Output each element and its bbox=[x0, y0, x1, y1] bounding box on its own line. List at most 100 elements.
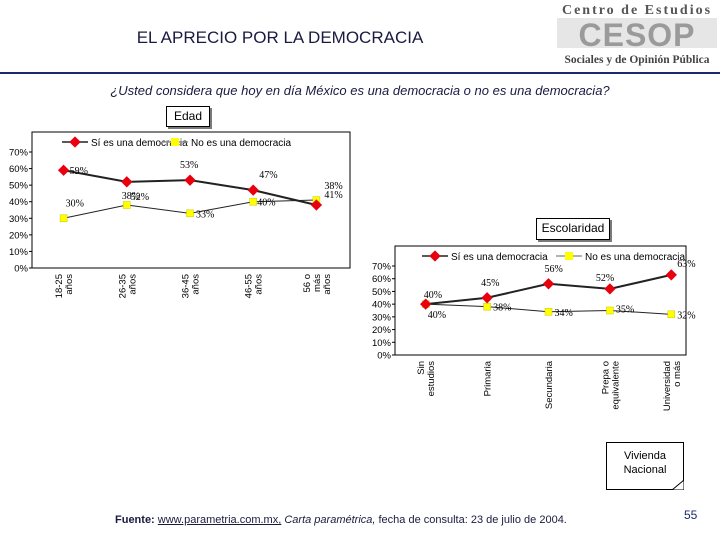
data-label-si: 38% bbox=[324, 181, 342, 192]
data-label-no: 41% bbox=[324, 190, 342, 201]
legend-marker-no bbox=[565, 252, 573, 260]
x-tick-label: 46-55 años bbox=[244, 274, 265, 299]
data-label-si: 53% bbox=[180, 160, 198, 171]
y-tick-label: 70% bbox=[9, 148, 29, 159]
data-label-no: 33% bbox=[196, 209, 214, 220]
vivienda-line2: Nacional bbox=[623, 464, 667, 476]
data-label-no: 34% bbox=[555, 308, 573, 319]
data-label-si: 45% bbox=[481, 278, 499, 289]
x-tick-label-line: equivalente bbox=[610, 361, 621, 410]
survey-question: ¿Usted considera que hoy en día México e… bbox=[110, 83, 610, 98]
logo-mark-bg bbox=[557, 18, 717, 48]
data-label-no: 38% bbox=[493, 303, 511, 314]
x-tick-label: 56 o más años bbox=[302, 274, 333, 295]
y-tick-label: 10% bbox=[372, 338, 392, 349]
x-tick-label-line: estudios bbox=[426, 361, 437, 397]
data-label-no: 30% bbox=[66, 198, 84, 209]
x-tick-label-line: 18-25 bbox=[54, 274, 65, 298]
data-label-si: 40% bbox=[424, 290, 442, 301]
y-tick-label: 50% bbox=[9, 181, 29, 192]
y-tick-label: 20% bbox=[9, 230, 29, 241]
x-tick-label-line: 36-45 bbox=[181, 274, 192, 298]
x-tick-label-line: o más bbox=[672, 361, 683, 387]
legend-label-si: Sí es una democracia bbox=[451, 252, 548, 263]
x-tick-label-line: más bbox=[312, 274, 323, 292]
chart-frame bbox=[394, 245, 687, 356]
data-label-no: 32% bbox=[677, 310, 695, 321]
x-tick-label-line: años bbox=[127, 274, 138, 295]
y-tick-label: 0% bbox=[377, 351, 391, 362]
logo-line1: Centro de Estudios bbox=[562, 3, 712, 18]
vivienda-line1: Vivienda bbox=[624, 450, 666, 462]
vivienda-note: Vivienda Nacional bbox=[606, 442, 684, 490]
x-tick-label-line: Universidad bbox=[662, 361, 673, 411]
y-tick-label: 50% bbox=[372, 287, 392, 298]
legend-marker-no bbox=[171, 138, 179, 146]
escolaridad-badge: Escolaridad bbox=[536, 218, 610, 240]
data-point-no bbox=[249, 197, 257, 206]
data-point-no bbox=[59, 214, 68, 223]
data-label-si: 59% bbox=[70, 166, 88, 177]
x-tick-label-line: 46-55 bbox=[244, 274, 255, 298]
data-point-no bbox=[186, 209, 194, 218]
y-tick-label: 70% bbox=[372, 262, 392, 273]
x-tick-label-line: años bbox=[64, 274, 75, 295]
x-tick-label-line: Prepa o bbox=[600, 361, 611, 394]
data-point-si bbox=[310, 199, 323, 211]
x-tick-label-line: años bbox=[191, 274, 202, 295]
data-label-no: 38% bbox=[122, 191, 140, 202]
x-tick-label-line: años bbox=[254, 274, 265, 295]
x-tick-label-line: Secundaria bbox=[544, 360, 555, 409]
x-tick-label: 18-25 años bbox=[54, 274, 75, 299]
x-tick-label: Secundaria bbox=[544, 360, 555, 409]
edad-badge: Edad bbox=[166, 106, 210, 127]
x-tick-label: Primaria bbox=[483, 360, 494, 396]
source-link[interactable]: www.parametria.com.mx, bbox=[157, 514, 282, 526]
data-label-si: 63% bbox=[677, 259, 695, 270]
data-label-no: 35% bbox=[616, 305, 634, 316]
logo-line2: Sociales y de Opinión Pública bbox=[564, 54, 709, 66]
legend-label-si: Sí es una democracia bbox=[91, 138, 188, 149]
page-number: 55 bbox=[684, 508, 698, 522]
data-point-si bbox=[604, 283, 616, 295]
source-rest: fecha de consulta: 23 de julio de 2004. bbox=[378, 514, 567, 526]
y-tick-label: 10% bbox=[9, 247, 29, 258]
y-tick-label: 0% bbox=[14, 264, 28, 275]
page-title: EL APRECIO POR LA DEMOCRACIA bbox=[136, 28, 424, 47]
legend-label-no: No es una democracia bbox=[191, 138, 291, 149]
x-tick-label-line: Primaria bbox=[483, 360, 494, 396]
legend-label-no: No es una democracia bbox=[585, 252, 685, 263]
header-rule bbox=[0, 72, 720, 74]
source-publication: Carta paramétrica, bbox=[284, 514, 376, 526]
y-tick-label: 20% bbox=[372, 325, 392, 336]
y-tick-label: 30% bbox=[372, 312, 392, 323]
x-tick-label: Sin estudios bbox=[416, 361, 437, 397]
x-tick-label: Prepa o equivalente bbox=[600, 361, 621, 410]
y-tick-label: 60% bbox=[9, 164, 29, 175]
y-tick-label: 40% bbox=[372, 300, 392, 311]
data-point-no bbox=[667, 310, 676, 319]
logo-mark: CESOP bbox=[578, 17, 695, 53]
y-tick-label: 60% bbox=[372, 274, 392, 285]
source-label: Fuente: bbox=[115, 514, 155, 526]
data-point-no bbox=[544, 308, 553, 316]
data-label-si: 47% bbox=[259, 170, 277, 181]
x-tick-label-line: 26-35 bbox=[117, 274, 128, 298]
x-tick-label: Universidad o más bbox=[662, 361, 683, 411]
x-tick-label-line: 56 o bbox=[302, 274, 313, 293]
data-point-no bbox=[123, 201, 131, 209]
data-label-si: 56% bbox=[545, 264, 563, 275]
data-point-si bbox=[247, 184, 259, 196]
cesop-logo: Centro de Estudios CESOP Sociales y de O… bbox=[557, 3, 717, 66]
x-tick-label-line: años bbox=[322, 274, 333, 295]
data-label-si: 52% bbox=[131, 192, 149, 203]
note-fold-corner bbox=[672, 480, 684, 490]
data-label-no: 40% bbox=[428, 310, 446, 321]
x-tick-label: 26-35 años bbox=[117, 274, 138, 299]
data-label-no: 40% bbox=[257, 198, 275, 209]
y-tick-label: 30% bbox=[9, 214, 29, 225]
source-citation: Fuente: www.parametria.com.mx, Carta par… bbox=[115, 514, 635, 526]
chart-escolaridad: Sí es una democracia No es una democracia… bbox=[372, 245, 696, 411]
data-point-no bbox=[606, 306, 614, 315]
y-tick-label: 40% bbox=[9, 197, 29, 208]
